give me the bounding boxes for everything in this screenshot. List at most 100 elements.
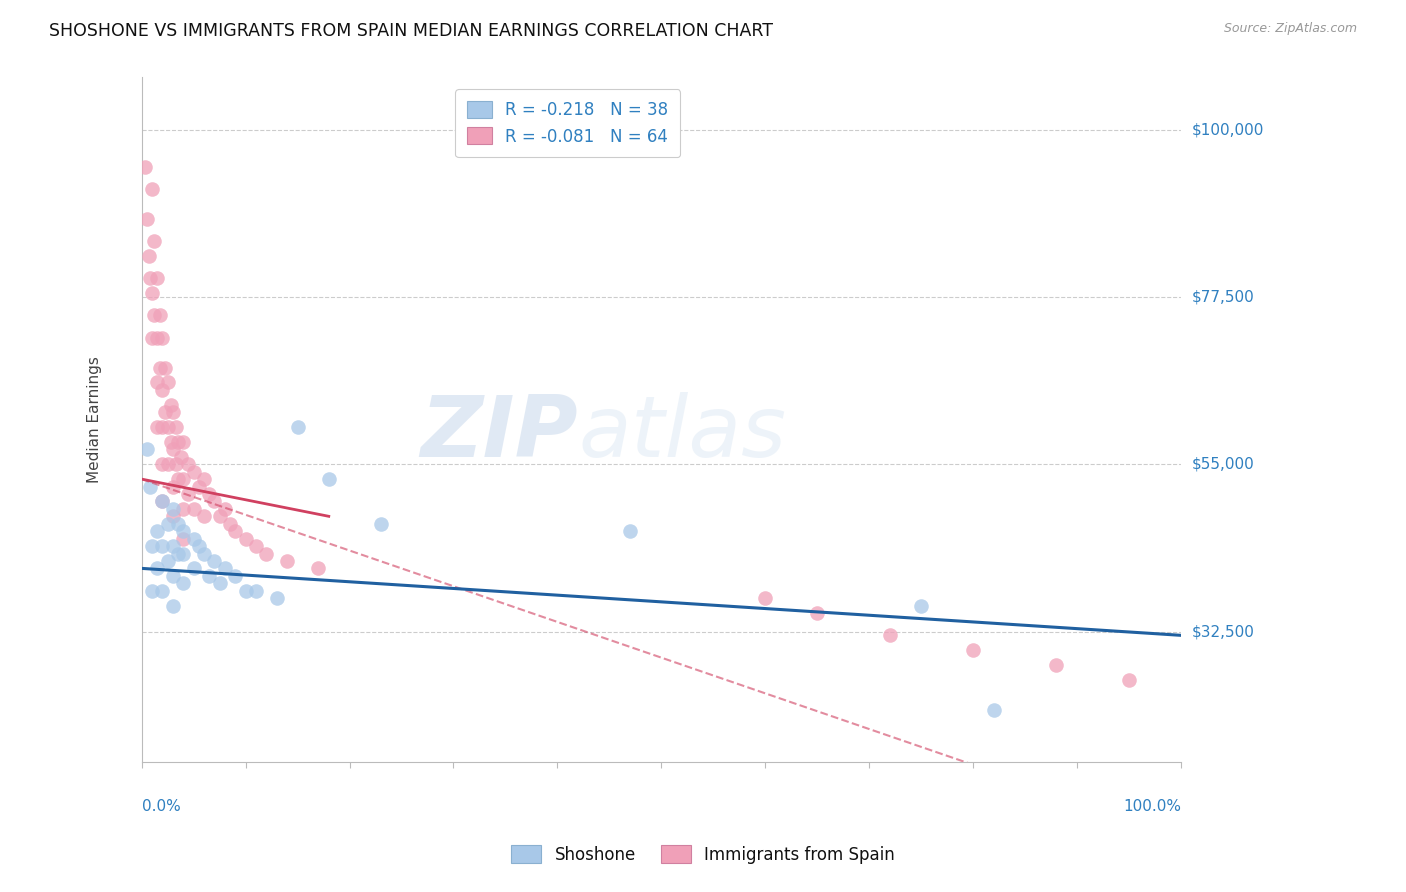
Point [141,182,163,196]
Point [146,524,169,539]
Point [156,554,179,568]
Point [146,331,169,345]
Point [983,703,1005,717]
Point [152,383,174,397]
Point [187,479,209,493]
Point [962,643,984,657]
Point [152,420,174,434]
Point [172,532,194,546]
Point [167,516,190,531]
Point [167,472,190,486]
Point [208,509,231,524]
Point [183,561,205,575]
Point [910,599,932,613]
Point [204,554,226,568]
Point [172,547,194,561]
Point [193,509,215,524]
Point [619,524,641,539]
Point [214,561,236,575]
Point [193,472,215,486]
Point [172,576,194,591]
Point [754,591,776,606]
Point [134,160,156,174]
Point [159,398,181,412]
Point [152,494,174,508]
Point [287,420,309,434]
Point [370,516,392,531]
Point [152,583,174,598]
Point [183,501,205,516]
Point [146,420,169,434]
Point [156,516,179,531]
Text: Median Earnings: Median Earnings [87,356,103,483]
Legend: R = -0.218   N = 38, R = -0.081   N = 64: R = -0.218 N = 38, R = -0.081 N = 64 [456,89,681,157]
Point [224,524,246,539]
Point [162,442,184,457]
Point [152,539,174,553]
Point [198,487,221,501]
Point [152,457,174,471]
Point [172,501,194,516]
Point [204,494,226,508]
Text: 0.0%: 0.0% [142,799,180,814]
Point [806,606,828,620]
Point [152,494,174,508]
Text: 100.0%: 100.0% [1123,799,1181,814]
Point [245,583,267,598]
Point [162,509,184,524]
Point [183,532,205,546]
Point [162,405,184,419]
Point [224,569,246,583]
Point [254,547,277,561]
Point [162,569,184,583]
Point [266,591,288,606]
Point [172,524,194,539]
Point [162,501,184,516]
Point [177,457,200,471]
Point [1045,658,1067,673]
Point [162,479,184,493]
Point [149,360,172,375]
Point [165,420,187,434]
Point [307,561,329,575]
Point [141,583,163,598]
Point [1118,673,1140,687]
Point [139,479,162,493]
Point [214,501,236,516]
Point [177,487,200,501]
Point [135,442,157,457]
Point [193,547,215,561]
Point [143,234,166,248]
Point [219,516,242,531]
Point [156,420,179,434]
Point [235,583,257,598]
Point [170,450,193,464]
Point [879,628,901,642]
Point [153,360,176,375]
Point [198,569,221,583]
Text: Source: ZipAtlas.com: Source: ZipAtlas.com [1223,22,1357,36]
Point [318,472,340,486]
Point [167,547,190,561]
Point [235,532,257,546]
Text: ZIP: ZIP [420,392,578,475]
Point [172,434,194,449]
Point [187,539,209,553]
Point [162,599,184,613]
Point [141,539,163,553]
Point [165,457,187,471]
Point [159,434,181,449]
Point [208,576,231,591]
Point [141,286,163,301]
Point [138,249,160,263]
Text: $77,500: $77,500 [1192,289,1254,304]
Text: $32,500: $32,500 [1192,624,1256,639]
Point [172,472,194,486]
Point [276,554,298,568]
Point [162,539,184,553]
Point [143,309,166,323]
Point [156,376,179,390]
Point [135,211,157,226]
Point [139,271,162,285]
Text: $100,000: $100,000 [1192,122,1264,137]
